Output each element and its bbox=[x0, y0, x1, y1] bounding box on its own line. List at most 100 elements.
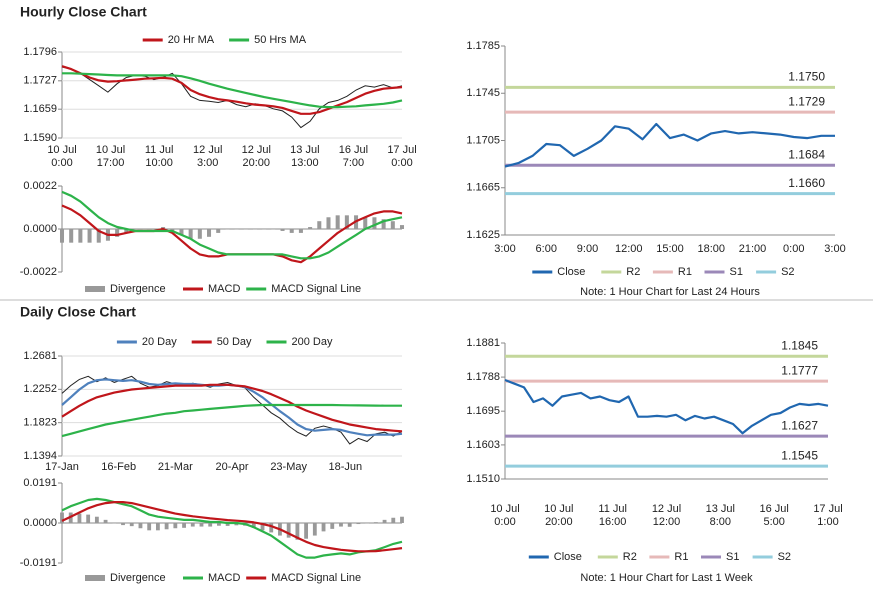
y-tick-label: 1.1590 bbox=[23, 132, 57, 144]
x-tick-label: 6:00 bbox=[536, 243, 557, 255]
y-tick-label: 1.1745 bbox=[466, 87, 500, 99]
divergence-bar bbox=[173, 523, 178, 529]
y-tick-label: 0.0022 bbox=[23, 180, 57, 192]
divergence-bar bbox=[188, 229, 193, 239]
y-tick-label: 1.1727 bbox=[23, 75, 57, 87]
legend-label: MACD Signal Line bbox=[271, 572, 361, 584]
divergence-bar bbox=[121, 523, 125, 526]
level-label: 1.1684 bbox=[788, 147, 825, 161]
divergence-bar bbox=[234, 523, 239, 526]
divergence-bar bbox=[60, 512, 64, 523]
divergence-bar bbox=[243, 229, 248, 230]
divergence-bar bbox=[381, 219, 386, 229]
series-line bbox=[61, 190, 403, 260]
divergence-bar bbox=[347, 523, 352, 527]
legend-label: S2 bbox=[781, 266, 794, 278]
divergence-bar bbox=[115, 229, 120, 237]
y-tick-label: 1.1785 bbox=[466, 40, 500, 52]
legend-label: 200 Day bbox=[292, 336, 333, 348]
x-tick-label: 10 Jul bbox=[47, 144, 76, 156]
divergence-bar bbox=[225, 229, 230, 230]
divergence-bar bbox=[151, 229, 156, 230]
level-label: 1.1627 bbox=[781, 418, 818, 432]
x-tick-label: 7:00 bbox=[343, 157, 364, 169]
divergence-bar bbox=[59, 229, 65, 243]
x-tick-label: 16 Jul bbox=[339, 144, 368, 156]
x-tick-label: 3:00 bbox=[494, 243, 515, 255]
divergence-bar bbox=[365, 523, 370, 524]
y-tick-label: 0.0000 bbox=[23, 223, 57, 235]
legend-swatch bbox=[85, 575, 105, 581]
divergence-bar bbox=[269, 523, 274, 533]
divergence-bar bbox=[400, 516, 404, 523]
divergence-bar bbox=[138, 523, 143, 529]
series-line bbox=[61, 65, 403, 115]
divergence-bar bbox=[124, 229, 129, 233]
x-tick-label: 20:00 bbox=[545, 516, 573, 528]
divergence-bar bbox=[344, 215, 349, 229]
level-label: 1.1750 bbox=[788, 70, 825, 84]
divergence-bar bbox=[339, 523, 343, 527]
y-tick-label: 0.0191 bbox=[23, 477, 57, 489]
divergence-bar bbox=[399, 225, 405, 229]
divergence-bar bbox=[298, 229, 303, 233]
divergence-bar bbox=[356, 523, 361, 525]
divergence-bar bbox=[94, 516, 99, 523]
legend-label: MACD bbox=[208, 283, 240, 295]
divergence-bar bbox=[147, 523, 152, 531]
series-line bbox=[61, 383, 403, 433]
y-tick-label: 1.1659 bbox=[23, 103, 57, 115]
x-tick-label: 3:00 bbox=[824, 243, 845, 255]
legend-swatch bbox=[85, 286, 105, 292]
y-tick-label: 1.1625 bbox=[466, 229, 500, 241]
chart-note: Note: 1 Hour Chart for Last 1 Week bbox=[580, 572, 753, 584]
divergence-bar bbox=[308, 227, 313, 229]
divergence-bar bbox=[317, 221, 322, 229]
divergence-bar bbox=[217, 523, 221, 526]
divergence-bar bbox=[225, 523, 230, 526]
divergence-bar bbox=[289, 229, 294, 233]
divergence-bar bbox=[335, 215, 340, 229]
x-tick-label: 0:00 bbox=[391, 157, 412, 169]
level-label: 1.1729 bbox=[788, 94, 825, 108]
divergence-bar bbox=[391, 517, 396, 523]
y-tick-label: 1.1665 bbox=[466, 182, 500, 194]
x-tick-label: 11 Jul bbox=[145, 144, 174, 156]
divergence-bar bbox=[260, 523, 265, 531]
x-tick-label: 10 Jul bbox=[490, 503, 519, 515]
divergence-bar bbox=[372, 217, 377, 229]
divergence-bar bbox=[262, 229, 267, 230]
y-tick-label: 1.1788 bbox=[466, 371, 500, 383]
series-line bbox=[62, 72, 403, 109]
divergence-bar bbox=[96, 229, 101, 243]
y-tick-label: 1.1394 bbox=[23, 450, 57, 462]
y-tick-label: 1.1705 bbox=[466, 134, 500, 146]
x-tick-label: 12 Jul bbox=[242, 144, 271, 156]
legend-label: 20 Hr MA bbox=[168, 34, 215, 46]
legend-label: S1 bbox=[726, 551, 739, 563]
x-tick-label: 9:00 bbox=[577, 243, 598, 255]
divergence-bar bbox=[280, 229, 285, 231]
x-tick-label: 17:00 bbox=[97, 157, 125, 169]
x-tick-label: 16:00 bbox=[599, 516, 627, 528]
section-title: Hourly Close Chart bbox=[20, 4, 147, 20]
section-title: Daily Close Chart bbox=[20, 304, 136, 320]
level-label: 1.1660 bbox=[788, 176, 825, 190]
legend-label: R2 bbox=[626, 266, 640, 278]
divergence-bar bbox=[295, 523, 300, 540]
divergence-bar bbox=[321, 523, 326, 532]
legend-label: 50 Hrs MA bbox=[254, 34, 307, 46]
divergence-bar bbox=[208, 523, 213, 527]
divergence-bar bbox=[78, 229, 83, 243]
y-tick-label: 1.1603 bbox=[466, 439, 500, 451]
divergence-bar bbox=[133, 229, 138, 230]
y-tick-label: 1.1695 bbox=[466, 405, 500, 417]
series-line bbox=[61, 403, 402, 438]
legend-label: R1 bbox=[678, 266, 692, 278]
legend-label: 50 Day bbox=[217, 336, 252, 348]
x-tick-label: 12 Jul bbox=[652, 503, 681, 515]
y-tick-label: 1.1881 bbox=[466, 337, 500, 349]
legend-label: S1 bbox=[730, 266, 743, 278]
